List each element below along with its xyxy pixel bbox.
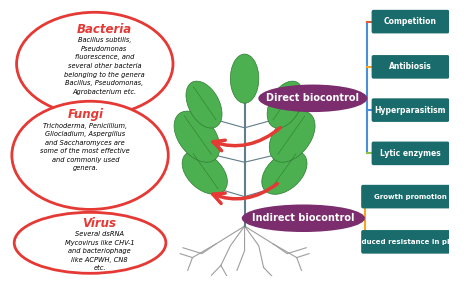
Text: Indirect biocontrol: Indirect biocontrol xyxy=(252,213,355,223)
FancyBboxPatch shape xyxy=(372,98,449,122)
Text: Bacillus subtilis,
Pseudomonas
fluorescence, and
several other bacteria
belongin: Bacillus subtilis, Pseudomonas fluoresce… xyxy=(64,37,145,95)
Ellipse shape xyxy=(230,54,259,103)
Ellipse shape xyxy=(242,205,365,232)
Text: Competition: Competition xyxy=(384,17,437,26)
Text: Antibiosis: Antibiosis xyxy=(389,62,432,71)
Ellipse shape xyxy=(17,12,173,115)
FancyBboxPatch shape xyxy=(372,10,449,33)
Text: Virus: Virus xyxy=(82,217,117,230)
Text: Direct biocontrol: Direct biocontrol xyxy=(266,93,359,103)
FancyBboxPatch shape xyxy=(361,185,460,209)
Ellipse shape xyxy=(262,151,307,194)
FancyBboxPatch shape xyxy=(361,230,460,254)
Ellipse shape xyxy=(269,111,315,162)
Ellipse shape xyxy=(12,101,168,209)
Text: Trichoderma, Penicillium,
Gliocladium, Aspergillus
and Saccharomyces are
some of: Trichoderma, Penicillium, Gliocladium, A… xyxy=(40,123,130,171)
Text: Several dsRNA
Mycovirus like CHV-1
and bacteriophage
like ACPWH, CN8
etc.: Several dsRNA Mycovirus like CHV-1 and b… xyxy=(65,231,134,271)
Ellipse shape xyxy=(267,81,303,128)
Ellipse shape xyxy=(258,85,367,112)
FancyBboxPatch shape xyxy=(372,55,449,79)
Text: Induced resistance in plants: Induced resistance in plants xyxy=(354,239,467,245)
FancyBboxPatch shape xyxy=(372,142,449,165)
Ellipse shape xyxy=(182,151,228,194)
Text: Fungi: Fungi xyxy=(67,108,103,121)
Ellipse shape xyxy=(186,81,222,128)
Text: Hyperparasitism: Hyperparasitism xyxy=(375,106,446,115)
Ellipse shape xyxy=(14,212,166,273)
Text: Lytic enzymes: Lytic enzymes xyxy=(380,149,441,158)
Ellipse shape xyxy=(174,111,220,162)
Text: Bacteria: Bacteria xyxy=(77,22,132,36)
Text: Growth promotion: Growth promotion xyxy=(374,194,447,200)
